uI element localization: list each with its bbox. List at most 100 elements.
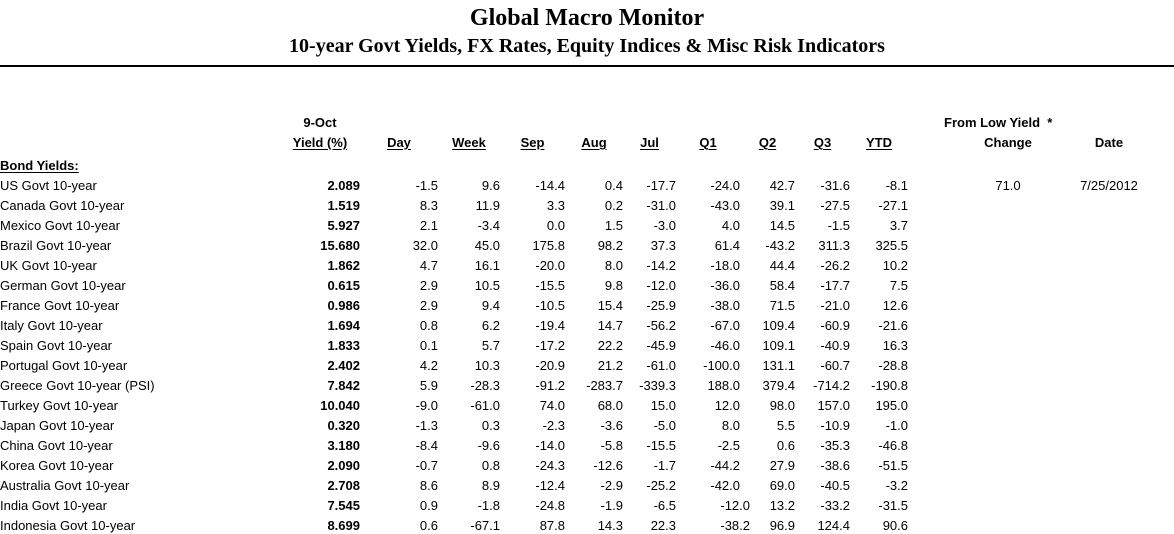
col-header-yield: Yield (%) — [292, 135, 348, 150]
cell-day: 0.1 — [419, 337, 438, 353]
table-row: India Govt 10-year 7.545 0.9 -1.8 -24.8 -1.9 -… — [0, 495, 1174, 515]
cell-aug: 21.2 — [597, 357, 623, 373]
table-row: German Govt 10-year 0.615 2.9 10.5 -15.5 9.8 -… — [0, 275, 1174, 295]
table-row: Brazil Govt 10-year 15.680 32.0 45.0 175.8 98… — [0, 235, 1174, 255]
spacer — [1146, 375, 1174, 395]
cell-sep: -24.3 — [535, 457, 565, 473]
yield-value: 8.699 — [327, 517, 360, 533]
low-date-value — [1072, 235, 1146, 255]
header-spacer — [0, 130, 280, 154]
cell-week: 9.6 — [481, 177, 500, 193]
yield-value: 15.680 — [320, 237, 360, 253]
cell-day: 2.9 — [419, 297, 438, 313]
yield-value: 7.545 — [327, 497, 360, 513]
cell-week: 5.7 — [481, 337, 500, 353]
cell-aug: 98.2 — [597, 237, 623, 253]
cell-day: 5.9 — [419, 377, 438, 393]
cell-q1: -12.0 — [720, 497, 750, 513]
yield-value: 0.615 — [327, 277, 360, 293]
cell-q3: -40.5 — [820, 477, 850, 493]
cell-aug: 1.5 — [604, 217, 623, 233]
spacer — [908, 175, 944, 195]
cell-q3: -33.2 — [820, 497, 850, 513]
cell-q1: -36.0 — [710, 277, 740, 293]
change-value — [944, 195, 1072, 215]
row-label: US Govt 10-year — [0, 177, 97, 193]
row-label: Italy Govt 10-year — [0, 317, 103, 333]
low-date-value — [1072, 255, 1146, 275]
spacer — [1146, 175, 1174, 195]
cell-q2: 69.0 — [769, 477, 795, 493]
cell-q3: -26.2 — [820, 257, 850, 273]
cell-week: 0.3 — [481, 417, 500, 433]
cell-jul: -3.0 — [653, 217, 676, 233]
change-value — [944, 235, 1072, 255]
cell-ytd: -51.5 — [878, 457, 908, 473]
cell-jul: 22.3 — [650, 517, 676, 533]
cell-sep: -24.8 — [535, 497, 565, 513]
change-value — [944, 335, 1072, 355]
cell-jul: -25.2 — [646, 477, 676, 493]
cell-aug: -12.6 — [593, 457, 623, 473]
row-label: Brazil Govt 10-year — [0, 237, 112, 253]
cell-q2: 5.5 — [776, 417, 795, 433]
cell-q2: 0.6 — [776, 437, 795, 453]
cell-q1: -38.2 — [720, 517, 750, 533]
yield-value: 1.694 — [327, 317, 360, 333]
cell-ytd: 7.5 — [889, 277, 908, 293]
cell-q3: 124.4 — [817, 517, 850, 533]
low-date-value — [1072, 395, 1146, 415]
cell-q1: -100.0 — [703, 357, 740, 373]
cell-aug: 9.8 — [604, 277, 623, 293]
cell-q1: -67.0 — [710, 317, 740, 333]
cell-week: 11.9 — [475, 197, 500, 213]
header-spacer — [360, 111, 944, 130]
cell-ytd: 16.3 — [882, 337, 908, 353]
spacer — [908, 475, 944, 495]
cell-aug: 0.2 — [604, 197, 623, 213]
low-date-value — [1072, 195, 1146, 215]
row-label: India Govt 10-year — [0, 497, 107, 513]
cell-sep: 74.0 — [539, 397, 565, 413]
spacer — [908, 235, 944, 255]
table-row: Turkey Govt 10-year 10.040 -9.0 -61.0 74.0 68… — [0, 395, 1174, 415]
spacer — [908, 355, 944, 375]
row-label: China Govt 10-year — [0, 437, 113, 453]
spacer — [908, 375, 944, 395]
cell-q3: -17.7 — [820, 277, 850, 293]
spacer — [908, 435, 944, 455]
cell-q2: -43.2 — [765, 237, 795, 253]
cell-jul: -12.0 — [646, 277, 676, 293]
cell-q1: -43.0 — [710, 197, 740, 213]
cell-jul: -17.7 — [646, 177, 676, 193]
cell-q3: -27.5 — [820, 197, 850, 213]
spacer — [1146, 455, 1174, 475]
cell-q3: -1.5 — [827, 217, 850, 233]
cell-ytd: -21.6 — [878, 317, 908, 333]
spacer — [1146, 495, 1174, 515]
report-masthead: Global Macro Monitor 10-year Govt Yields… — [0, 0, 1174, 67]
cell-day: -1.3 — [415, 417, 438, 433]
cell-ytd: 10.2 — [882, 257, 908, 273]
spacer — [1146, 315, 1174, 335]
cell-q2: 96.9 — [769, 517, 795, 533]
cell-day: 8.3 — [419, 197, 438, 213]
cell-day: -1.5 — [415, 177, 438, 193]
cell-q1: -46.0 — [710, 337, 740, 353]
spacer — [908, 455, 944, 475]
cell-q2: 109.4 — [762, 317, 795, 333]
cell-week: 10.3 — [474, 357, 500, 373]
change-value — [944, 275, 1072, 295]
cell-q3: -38.6 — [820, 457, 850, 473]
cell-aug: 15.4 — [597, 297, 623, 313]
cell-q1: 188.0 — [707, 377, 740, 393]
cell-q1: 4.0 — [721, 217, 740, 233]
col-header-q2: Q2 — [758, 135, 777, 150]
cell-sep: -14.0 — [535, 437, 565, 453]
col-header-date: Date — [1094, 135, 1124, 150]
cell-week: 10.5 — [474, 277, 500, 293]
table-row: Australia Govt 10-year 2.708 8.6 8.9 -12.4 -2… — [0, 475, 1174, 495]
low-date-value — [1072, 275, 1146, 295]
cell-week: 8.9 — [481, 477, 500, 493]
